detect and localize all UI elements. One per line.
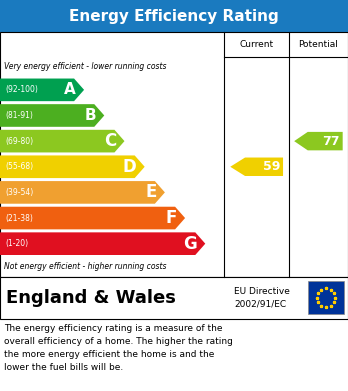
Text: 77: 77 <box>322 135 340 148</box>
Text: England & Wales: England & Wales <box>6 289 176 307</box>
Polygon shape <box>0 79 84 101</box>
Text: (1-20): (1-20) <box>5 239 28 248</box>
Text: (92-100): (92-100) <box>5 85 38 94</box>
Text: E: E <box>145 183 157 201</box>
Text: B: B <box>85 108 96 123</box>
Polygon shape <box>230 158 283 176</box>
Text: (69-80): (69-80) <box>5 136 33 145</box>
Text: Current: Current <box>239 40 274 49</box>
Text: A: A <box>64 83 76 97</box>
Text: 59: 59 <box>263 160 280 173</box>
Text: (21-38): (21-38) <box>5 213 33 222</box>
Text: D: D <box>123 158 137 176</box>
Bar <box>0 32 348 277</box>
Bar <box>308 282 344 314</box>
Text: (81-91): (81-91) <box>5 111 33 120</box>
Polygon shape <box>294 132 343 151</box>
Text: Not energy efficient - higher running costs: Not energy efficient - higher running co… <box>4 262 166 271</box>
Text: Energy Efficiency Rating: Energy Efficiency Rating <box>69 9 279 23</box>
Polygon shape <box>0 207 185 230</box>
Text: C: C <box>104 132 117 150</box>
Polygon shape <box>0 104 104 127</box>
Text: G: G <box>183 235 197 253</box>
Polygon shape <box>0 232 205 255</box>
Text: Very energy efficient - lower running costs: Very energy efficient - lower running co… <box>4 62 166 72</box>
Text: (39-54): (39-54) <box>5 188 33 197</box>
Polygon shape <box>0 181 165 204</box>
Text: EU Directive
2002/91/EC: EU Directive 2002/91/EC <box>235 287 290 308</box>
Text: (55-68): (55-68) <box>5 162 33 171</box>
Text: The energy efficiency rating is a measure of the
overall efficiency of a home. T: The energy efficiency rating is a measur… <box>4 325 233 372</box>
Text: F: F <box>166 209 177 227</box>
Text: Potential: Potential <box>299 40 338 49</box>
Polygon shape <box>0 156 145 178</box>
Bar <box>0 277 348 319</box>
Bar <box>0 0 348 32</box>
Polygon shape <box>0 130 125 152</box>
